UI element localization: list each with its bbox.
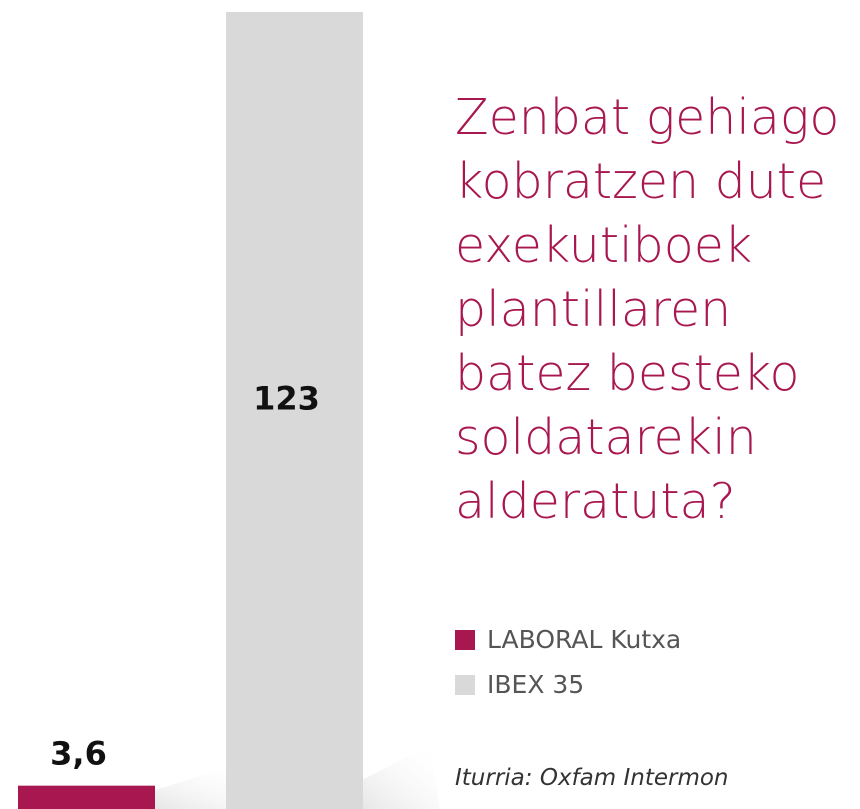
bar-shadow <box>362 745 440 809</box>
value-label: 123 <box>253 380 320 418</box>
legend: LABORAL Kutxa IBEX 35 <box>455 617 681 707</box>
bar <box>18 785 155 809</box>
bar <box>226 12 363 809</box>
chart-title: Zenbat gehiago kobratzen dute exekutiboe… <box>455 89 840 530</box>
value-label: 3,6 <box>50 735 107 773</box>
legend-swatch <box>455 629 475 650</box>
legend-label: LABORAL Kutxa <box>487 625 682 654</box>
legend-item: LABORAL Kutxa <box>455 617 681 662</box>
source: Iturria: Oxfam Intermon <box>455 765 729 791</box>
legend-swatch <box>455 674 475 695</box>
legend-item: IBEX 35 <box>455 662 681 707</box>
legend-label: IBEX 35 <box>487 670 585 699</box>
